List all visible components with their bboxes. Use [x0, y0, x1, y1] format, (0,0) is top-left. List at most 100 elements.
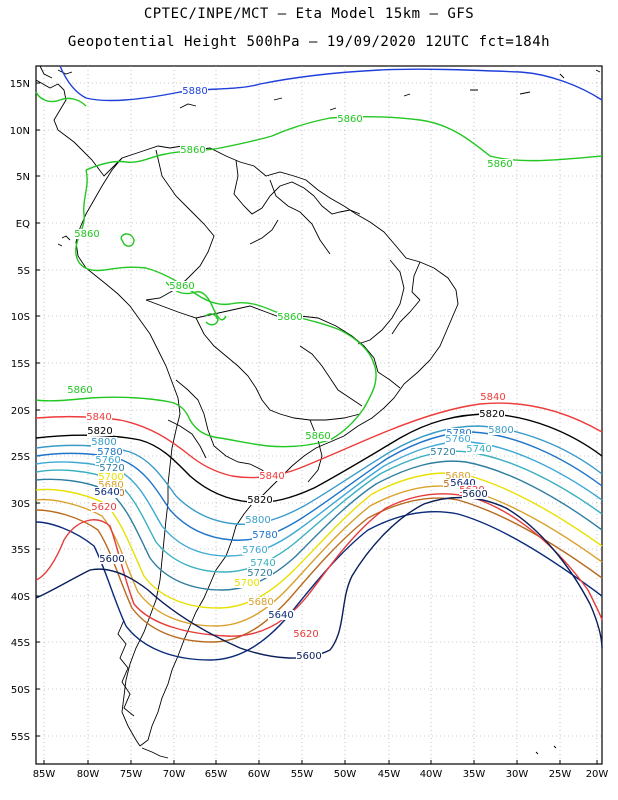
contour-label-bg: [247, 568, 273, 578]
contour-label-5860: 5860: [67, 385, 92, 396]
contour-label-5860: 5860: [337, 114, 362, 125]
contour-label-5600: 5600: [296, 651, 321, 662]
contour-label-bg: [293, 629, 319, 639]
contour-label-bg: [480, 392, 506, 402]
contour-label-5840: 5840: [259, 471, 284, 482]
lat-tick-label: EQ: [16, 219, 30, 230]
contour-label-5680: 5680: [98, 480, 123, 491]
contour-label-bg: [450, 478, 476, 488]
lon-tick-label: 85W: [33, 769, 56, 780]
contour-labels: 5880 5860 5860 5860 5860 5860 5860 5860 5860 5840…: [67, 86, 514, 662]
lon-tick-label: 80W: [77, 769, 100, 780]
contour-label-bg: [277, 312, 303, 322]
contour-label-5860: 5860: [180, 145, 205, 156]
contour-label-bg: [180, 145, 206, 155]
contour-label-bg: [430, 447, 456, 457]
contour-label-5860: 5860: [305, 431, 330, 442]
contour-label-5860: 5860: [277, 312, 302, 323]
contour-label-bg: [74, 229, 100, 239]
lat-tick-label: 15S: [11, 359, 30, 370]
contour-label-5720: 5720: [99, 463, 124, 474]
contour-label-bg: [487, 159, 513, 169]
contour-label-5680: 5680: [248, 597, 273, 608]
lat-tick-label: 50S: [11, 685, 30, 696]
contour-label-bg: [248, 597, 274, 607]
contour-label-5700: 5700: [234, 578, 259, 589]
contour-label-bg: [245, 515, 271, 525]
contour-label-5720: 5720: [430, 447, 455, 458]
lat-tick-label: 55S: [11, 732, 30, 743]
contour-label-5780: 5780: [252, 530, 277, 541]
contour-label-bg: [337, 114, 363, 124]
contour-label-bg: [87, 426, 113, 436]
contour-label-5780: 5780: [97, 447, 122, 458]
contour-label-5640: 5640: [268, 610, 293, 621]
lat-tick-label: 5N: [16, 172, 30, 183]
contour-label-bg: [99, 463, 125, 473]
contour-label-5820: 5820: [247, 495, 272, 506]
lon-tick-label: 70W: [163, 769, 186, 780]
contour-label-bg: [234, 578, 260, 588]
lat-tick-label: 10N: [10, 126, 30, 137]
contour-label-5820: 5820: [479, 409, 504, 420]
contour-label-bg: [97, 447, 123, 457]
contour-label-bg: [250, 558, 276, 568]
lon-tick-label: 50W: [334, 769, 357, 780]
contour-label-5840: 5840: [480, 392, 505, 403]
lat-tick-label: 5S: [17, 266, 30, 277]
contour-label-bg: [466, 444, 492, 454]
lon-tick-label: 30W: [506, 769, 529, 780]
contour-label-bg: [169, 281, 195, 291]
contour-label-bg: [182, 86, 208, 96]
contour-label-bg: [247, 495, 273, 505]
contour-label-bg: [94, 487, 120, 497]
lat-tick-label: 35S: [11, 545, 30, 556]
lon-tick-label: 75W: [120, 769, 143, 780]
lat-tick-label: 45S: [11, 638, 30, 649]
map-frame: [35, 65, 603, 765]
contour-label-bg: [259, 471, 285, 481]
contour-label-bg: [305, 431, 331, 441]
lat-tick-label: 15N: [10, 79, 30, 90]
contour-label-bg: [91, 502, 117, 512]
contour-label-5760: 5760: [242, 545, 267, 556]
contour-label-bg: [98, 480, 124, 490]
contour-label-bg: [446, 428, 472, 438]
contour-label-bg: [86, 412, 112, 422]
contour-label-bg: [296, 651, 322, 661]
contour-label-bg: [91, 437, 117, 447]
contour-label-bg: [479, 409, 505, 419]
contour-label-5700: 5700: [98, 472, 123, 483]
contour-label-bg: [252, 530, 278, 540]
contour-label-bg: [445, 434, 471, 444]
contour-label-5720: 5720: [247, 568, 272, 579]
contour-label-5600: 5600: [99, 554, 124, 565]
lat-tick-label: 40S: [11, 592, 30, 603]
contour-label-5800: 5800: [91, 437, 116, 448]
contour-label-5860: 5860: [487, 159, 512, 170]
contour-label-5840: 5840: [86, 412, 111, 423]
contour-label-5620: 5620: [293, 629, 318, 640]
contour-label-5780: 5780: [446, 428, 471, 439]
contour-label-5860: 5860: [74, 229, 99, 240]
contour-label-5880: 5880: [182, 86, 207, 97]
lat-tick-label: 30S: [11, 499, 30, 510]
lon-tick-label: 60W: [248, 769, 271, 780]
coastlines-borders: [35, 65, 601, 759]
contour-label-bg: [242, 545, 268, 555]
contour-label-5760: 5760: [95, 455, 120, 466]
lon-tick-label: 40W: [420, 769, 443, 780]
contour-label-5640: 5640: [450, 478, 475, 489]
contour-label-5740: 5740: [250, 558, 275, 569]
contour-label-5800: 5800: [245, 515, 270, 526]
map-title: CPTEC/INPE/MCT – Eta Model 15km – GFS: [143, 6, 475, 22]
axis-ticks: 15N 10N 5N EQ 5S 10S 15S 20S 25S 30S 35S 40S 45S 50S 5…: [10, 79, 609, 780]
contour-label-bg: [488, 425, 514, 435]
contour-label-bg: [445, 471, 471, 481]
contour-label-bg: [67, 385, 93, 395]
contour-label-5820: 5820: [87, 426, 112, 437]
contour-label-bg: [268, 610, 294, 620]
lon-tick-label: 35W: [463, 769, 486, 780]
lon-tick-label: 20W: [586, 769, 609, 780]
